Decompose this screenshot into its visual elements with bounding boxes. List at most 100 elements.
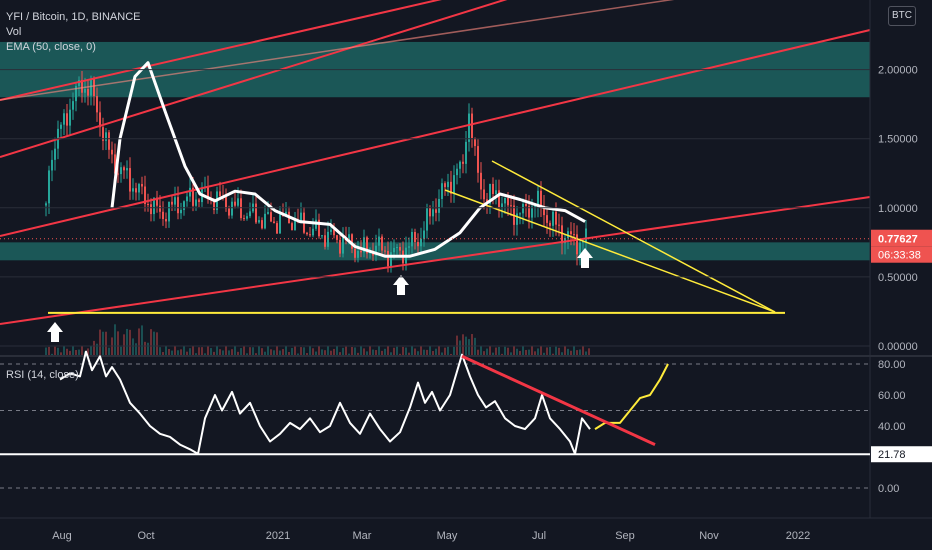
candle-body bbox=[579, 242, 581, 255]
candle-body bbox=[540, 190, 542, 206]
volume-bar bbox=[288, 351, 290, 356]
candle-body bbox=[585, 228, 587, 242]
candle-body bbox=[231, 201, 233, 216]
volume-bar bbox=[348, 353, 350, 356]
candle-body bbox=[273, 221, 275, 224]
candle-body bbox=[321, 235, 323, 237]
candle-body bbox=[453, 175, 455, 194]
candle-body bbox=[477, 146, 479, 173]
volume-bar bbox=[447, 346, 449, 356]
volume-bar bbox=[396, 346, 398, 356]
candle-body bbox=[333, 229, 335, 236]
candle-body bbox=[378, 236, 380, 246]
volume-bar bbox=[117, 331, 119, 356]
volume-bar bbox=[120, 346, 122, 356]
time-tick-label: Sep bbox=[615, 530, 635, 542]
volume-bar bbox=[312, 348, 314, 356]
candle-body bbox=[450, 181, 452, 194]
candle-body bbox=[432, 209, 434, 217]
candle-body bbox=[126, 168, 128, 171]
volume-bar bbox=[501, 353, 503, 356]
candle-body bbox=[543, 205, 545, 216]
candle-body bbox=[348, 234, 350, 241]
support-zone bbox=[0, 242, 870, 261]
candle-body bbox=[573, 234, 575, 236]
volume-bar bbox=[585, 351, 587, 356]
candle-body bbox=[459, 161, 461, 169]
rsi-tick-label: 60.00 bbox=[878, 390, 906, 402]
volume-bar bbox=[234, 346, 236, 356]
volume-bar bbox=[303, 347, 305, 356]
volume-bar bbox=[180, 349, 182, 356]
candle-body bbox=[300, 212, 302, 223]
price-tick-label: 2.00000 bbox=[878, 65, 918, 77]
volume-bar bbox=[96, 343, 98, 356]
candle-body bbox=[330, 229, 332, 232]
price-badge-value: 0.77627 bbox=[878, 234, 918, 246]
currency-badge[interactable]: BTC bbox=[888, 6, 916, 26]
candle-body bbox=[87, 88, 89, 96]
candle-body bbox=[237, 198, 239, 206]
candle-body bbox=[489, 183, 491, 204]
volume-bar bbox=[561, 352, 563, 356]
candle-body bbox=[354, 248, 356, 258]
volume-bar bbox=[507, 347, 509, 356]
red-trendline bbox=[0, 0, 442, 101]
candle-body bbox=[306, 232, 308, 235]
volume-bar bbox=[408, 352, 410, 356]
candle-body bbox=[276, 223, 278, 234]
volume-bar bbox=[477, 349, 479, 356]
ema-legend[interactable]: EMA (50, close, 0) bbox=[6, 41, 96, 53]
volume-bar bbox=[549, 346, 551, 356]
volume-bar bbox=[483, 351, 485, 356]
volume-bar bbox=[276, 346, 278, 356]
candle-body bbox=[507, 197, 509, 206]
candle-body bbox=[510, 205, 512, 207]
candle-body bbox=[147, 204, 149, 206]
volume-bar bbox=[243, 346, 245, 356]
volume-bar bbox=[516, 348, 518, 356]
candle-body bbox=[351, 234, 353, 249]
volume-bar bbox=[54, 346, 56, 356]
candle-body bbox=[93, 79, 95, 97]
rsi-tick-label: 40.00 bbox=[878, 421, 906, 433]
candle-body bbox=[105, 132, 107, 141]
volume-bar bbox=[402, 346, 404, 356]
volume-bar bbox=[558, 347, 560, 356]
volume-bar bbox=[420, 346, 422, 356]
volume-bar bbox=[489, 346, 491, 356]
candle-body bbox=[294, 219, 296, 231]
volume-legend[interactable]: Vol bbox=[6, 26, 22, 38]
volume-bar bbox=[225, 346, 227, 356]
volume-bar bbox=[168, 349, 170, 356]
ema-line bbox=[110, 61, 586, 258]
candle-body bbox=[159, 205, 161, 212]
rsi-legend[interactable]: RSI (14, close) bbox=[6, 369, 79, 381]
red-trendline bbox=[0, 29, 871, 237]
time-tick-label: Nov bbox=[699, 530, 719, 542]
candle-body bbox=[114, 154, 116, 174]
candle-body bbox=[366, 237, 368, 254]
candle-body bbox=[384, 250, 386, 252]
volume-bar bbox=[531, 346, 533, 356]
candle-body bbox=[291, 223, 293, 231]
volume-bar bbox=[537, 348, 539, 356]
candle-body bbox=[525, 203, 527, 207]
candle-body bbox=[111, 149, 113, 155]
candle-body bbox=[444, 183, 446, 188]
candle-body bbox=[495, 190, 497, 195]
candle-body bbox=[390, 252, 392, 267]
volume-bar bbox=[129, 329, 131, 356]
volume-bar bbox=[363, 348, 365, 356]
volume-bar bbox=[201, 347, 203, 356]
volume-bar bbox=[468, 339, 470, 356]
time-tick-label: 2021 bbox=[266, 530, 290, 542]
candle-body bbox=[441, 183, 443, 199]
symbol-legend[interactable]: YFI / Bitcoin, 1D, BINANCE bbox=[6, 11, 141, 23]
volume-bar bbox=[525, 349, 527, 356]
red-trendline bbox=[0, 0, 508, 158]
volume-bar bbox=[555, 346, 557, 356]
candle-body bbox=[372, 252, 374, 256]
candle-body bbox=[528, 206, 530, 218]
